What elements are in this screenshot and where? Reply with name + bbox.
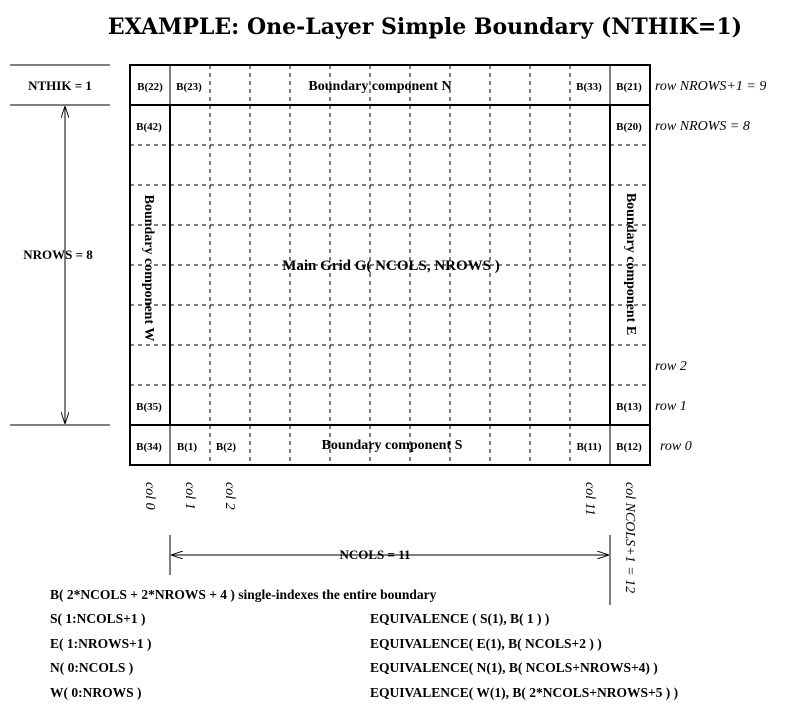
cell-b34: B(34) xyxy=(136,441,162,453)
cell-b2: B(2) xyxy=(216,441,237,453)
cell-b35: B(35) xyxy=(136,401,162,413)
left-guides xyxy=(10,64,110,426)
col-label-12: col NCOLS+1 = 12 xyxy=(622,482,637,593)
code-left-line-1: S( 1:NCOLS+1 ) xyxy=(50,611,145,626)
ncols-label: NCOLS = 11 xyxy=(340,547,411,562)
row-label-9: row NROWS+1 = 9 xyxy=(655,79,766,94)
cell-b22: B(22) xyxy=(137,81,163,93)
row-labels: row NROWS+1 = 9 row NROWS = 8 row 2 row … xyxy=(655,79,766,454)
col-label-0: col 0 xyxy=(142,482,157,510)
code-left-line-3: N( 0:NCOLS ) xyxy=(50,660,133,675)
component-north-label: Boundary component N xyxy=(308,79,451,94)
code-summary: B( 2*NCOLS + 2*NROWS + 4 ) single-indexe… xyxy=(50,587,437,602)
row-label-2: row 2 xyxy=(655,359,687,374)
col-label-2: col 2 xyxy=(222,482,237,510)
cell-b33: B(33) xyxy=(576,81,602,93)
grid-frame xyxy=(129,64,651,466)
col-labels: col 0 col 1 col 2 col 11 col NCOLS+1 = 1… xyxy=(142,482,637,593)
cell-labels: B(22) B(23) B(33) B(21) B(42) B(20) B(35… xyxy=(136,81,642,453)
cell-b23: B(23) xyxy=(176,81,202,93)
dashed-grid xyxy=(130,65,650,465)
cell-b20: B(20) xyxy=(616,121,642,133)
diagram-title: EXAMPLE: One-Layer Simple Boundary (NTHI… xyxy=(108,14,742,40)
row-label-8: row NROWS = 8 xyxy=(655,119,750,134)
row-label-0: row 0 xyxy=(660,439,692,454)
nrows-label: NROWS = 8 xyxy=(23,247,93,262)
code-left-line-2: E( 1:NROWS+1 ) xyxy=(50,636,151,651)
cell-b13: B(13) xyxy=(616,401,642,413)
cell-b21: B(21) xyxy=(616,81,642,93)
code-right-line-1: EQUIVALENCE ( S(1), B( 1 ) ) xyxy=(370,611,549,626)
component-east-label: Boundary component E xyxy=(623,193,638,335)
component-south-label: Boundary component S xyxy=(322,438,463,453)
cell-b1: B(1) xyxy=(177,441,198,453)
cell-b12: B(12) xyxy=(616,441,642,453)
row-label-1: row 1 xyxy=(655,399,687,414)
col-label-1: col 1 xyxy=(182,482,197,510)
cell-b42: B(42) xyxy=(136,121,162,133)
code-left-line-4: W( 0:NROWS ) xyxy=(50,685,142,700)
component-west-label: Boundary component W xyxy=(141,195,156,342)
code-right-line-3: EQUIVALENCE( N(1), B( NCOLS+NROWS+4) ) xyxy=(370,660,658,675)
corner-separators xyxy=(169,65,611,465)
ncols-dimension xyxy=(169,535,611,605)
cell-b11: B(11) xyxy=(576,441,601,453)
code-right-line-4: EQUIVALENCE( W(1), B( 2*NCOLS+NROWS+5 ) … xyxy=(370,685,678,700)
code-right-line-2: EQUIVALENCE( E(1), B( NCOLS+2 ) ) xyxy=(370,636,602,651)
main-grid-label: Main Grid G( NCOLS, NROWS ) xyxy=(282,258,500,274)
code-block: B( 2*NCOLS + 2*NROWS + 4 ) single-indexe… xyxy=(50,587,678,700)
col-label-11: col 11 xyxy=(582,482,597,516)
nthik-label: NTHIK = 1 xyxy=(28,78,92,93)
